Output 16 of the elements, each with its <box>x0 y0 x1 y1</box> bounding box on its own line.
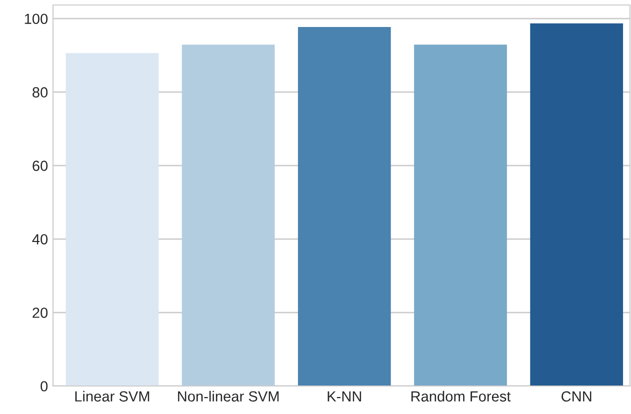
y-tick-label: 20 <box>32 308 48 318</box>
x-tick-label: Random Forest <box>411 390 511 402</box>
y-tick-label: 60 <box>32 160 48 171</box>
bar <box>182 44 275 386</box>
bar <box>530 23 624 386</box>
x-tick-label: Non-linear SVM <box>178 390 279 402</box>
x-tick-label: CNN <box>562 391 592 402</box>
bar <box>66 53 159 386</box>
x-tick-label: K-NN <box>328 391 362 402</box>
bar <box>414 44 507 386</box>
bar <box>298 27 391 386</box>
x-tick-label: Linear SVM <box>75 390 150 402</box>
y-tick-label: 40 <box>32 234 48 244</box>
y-tick-label: 0 <box>40 381 48 392</box>
y-tick-label: 80 <box>32 87 48 98</box>
y-tick-label: 100 <box>24 14 48 24</box>
